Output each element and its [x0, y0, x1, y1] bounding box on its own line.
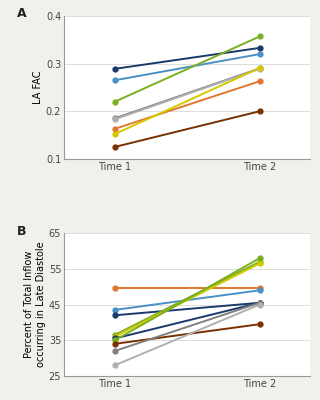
Text: A: A [17, 8, 27, 20]
Y-axis label: LA FAC: LA FAC [33, 71, 43, 104]
Y-axis label: Percent of Total Inflow
occurring in Late Diastole: Percent of Total Inflow occurring in Lat… [24, 242, 46, 367]
Text: B: B [17, 224, 27, 238]
